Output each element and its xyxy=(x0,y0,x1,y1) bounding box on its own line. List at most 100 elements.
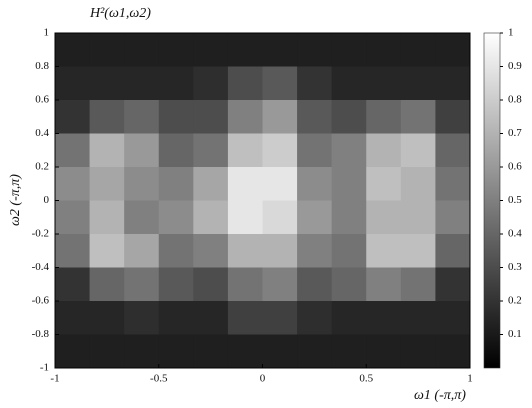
heatmap-cell xyxy=(55,33,91,67)
heatmap-cell xyxy=(193,100,229,134)
heatmap-cell xyxy=(400,100,436,134)
heatmap-cell xyxy=(435,167,471,201)
heatmap-cell xyxy=(366,167,402,201)
chart-title: H²(ω1,ω2) xyxy=(89,6,151,21)
heatmap-cell xyxy=(158,33,194,67)
heatmap-cell xyxy=(193,301,229,335)
heatmap-cell xyxy=(158,66,194,101)
heatmap-cell xyxy=(89,200,125,235)
heatmap-cell xyxy=(227,267,263,302)
y-tick-label: -1 xyxy=(40,362,49,374)
heatmap-cell xyxy=(158,200,194,235)
colorbar-tick-label: 1 xyxy=(508,27,514,39)
heatmap-cell xyxy=(400,267,436,302)
heatmap-cell xyxy=(55,200,91,235)
y-tick-label: 0.6 xyxy=(35,94,49,106)
heatmap-cell xyxy=(124,167,160,201)
heatmap-cell xyxy=(193,334,229,369)
heatmap-cell xyxy=(55,301,91,335)
heatmap-cell xyxy=(400,200,436,235)
y-tick-label: -0.8 xyxy=(32,328,50,340)
heatmap-cell xyxy=(435,133,471,168)
y-tick-label: -0.2 xyxy=(32,228,49,240)
heatmap-cell xyxy=(331,234,367,268)
heatmap-cell xyxy=(124,66,160,101)
heatmap-cell xyxy=(297,100,333,134)
colorbar-tick-label: 0.5 xyxy=(508,194,522,206)
heatmap-cell xyxy=(158,267,194,302)
colorbar xyxy=(483,32,501,369)
heatmap-cell xyxy=(55,167,91,201)
heatmap-cell xyxy=(331,267,367,302)
heatmap-cell xyxy=(366,66,402,101)
heatmap-cell xyxy=(366,200,402,235)
heatmap-cell xyxy=(262,301,298,335)
heatmap-cell xyxy=(331,167,367,201)
heatmap-cell xyxy=(89,167,125,201)
heatmap-cell xyxy=(297,267,333,302)
heatmap-cell xyxy=(124,267,160,302)
y-tick-label: -0.6 xyxy=(32,295,50,307)
colorbar-tick-label: 0.3 xyxy=(508,261,522,273)
heatmap-cell xyxy=(193,234,229,268)
y-tick-label: 0.8 xyxy=(35,60,49,72)
heatmap-cell xyxy=(124,234,160,268)
heatmap-cell xyxy=(227,133,263,168)
heatmap-cell xyxy=(89,301,125,335)
heatmap-cell xyxy=(331,133,367,168)
heatmap-cell xyxy=(193,200,229,235)
heatmap-cell xyxy=(124,33,160,67)
x-tick-label: 1 xyxy=(467,373,473,385)
heatmap-cell xyxy=(55,267,91,302)
x-tick-label: -1 xyxy=(50,373,59,385)
heatmap-cell xyxy=(193,267,229,302)
heatmap-cell xyxy=(366,234,402,268)
heatmap-cell xyxy=(366,100,402,134)
heatmap-cell xyxy=(400,133,436,168)
heatmap-cell xyxy=(400,167,436,201)
heatmap-cell xyxy=(331,301,367,335)
x-tick-label: -0.5 xyxy=(150,373,168,385)
heatmap-cell xyxy=(55,334,91,369)
heatmap-cell xyxy=(227,100,263,134)
heatmap-cell xyxy=(124,334,160,369)
heatmap-cell xyxy=(158,167,194,201)
heatmap-cell xyxy=(227,66,263,101)
heatmap-cell xyxy=(331,66,367,101)
heatmap-cell xyxy=(297,301,333,335)
heatmap-cell xyxy=(124,200,160,235)
heatmap-cell xyxy=(297,33,333,67)
heatmap-cell xyxy=(89,66,125,101)
heatmap-cell xyxy=(262,267,298,302)
heatmap-cell xyxy=(435,100,471,134)
heatmap-cell xyxy=(297,133,333,168)
heatmap-cell xyxy=(262,167,298,201)
heatmap-cell xyxy=(89,33,125,67)
heatmap-cell xyxy=(366,133,402,168)
heatmap-cell xyxy=(124,100,160,134)
heatmap-cell xyxy=(158,100,194,134)
heatmap-cell xyxy=(89,234,125,268)
heatmap-cell xyxy=(227,33,263,67)
heatmap-cell xyxy=(331,100,367,134)
heatmap-cell xyxy=(262,334,298,369)
heatmap-cell xyxy=(262,100,298,134)
heatmap-cell xyxy=(400,334,436,369)
heatmap-cell xyxy=(400,33,436,67)
heatmap-cell xyxy=(227,334,263,369)
y-axis-label: ω2 (-π,π) xyxy=(8,174,23,226)
heatmap-cell xyxy=(366,33,402,67)
colorbar-tick-label: 0.9 xyxy=(508,60,522,72)
heatmap-cell xyxy=(331,200,367,235)
y-tick-label: -0.4 xyxy=(32,261,50,273)
x-tick-label: 0 xyxy=(260,373,266,385)
heatmap-cell xyxy=(262,33,298,67)
colorbar-tick-label: 0.7 xyxy=(508,127,522,139)
heatmap-cell xyxy=(331,33,367,67)
heatmap-cell xyxy=(400,234,436,268)
heatmap-cell xyxy=(262,234,298,268)
heatmap-cell xyxy=(124,301,160,335)
colorbar-tick-label: 0.4 xyxy=(508,228,522,240)
heatmap-cell xyxy=(55,100,91,134)
